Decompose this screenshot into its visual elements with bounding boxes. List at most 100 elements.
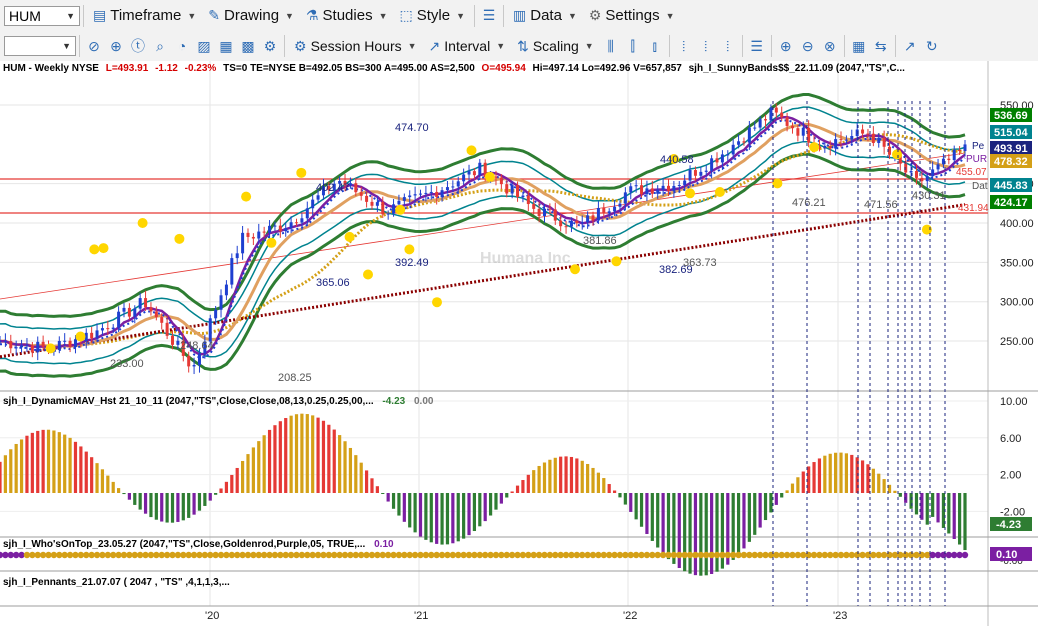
candle-chart-icon[interactable]: ⫿ [630,37,635,54]
whos-dot [519,551,527,559]
osc-bar [203,493,207,506]
image-icon[interactable]: ▨ [197,37,211,54]
refresh-icon[interactable]: ↻ [925,37,938,54]
whos-dot [465,551,473,559]
bars-large-icon[interactable]: ⦙ [726,37,730,54]
osc-bar [564,456,568,493]
settings-menu[interactable]: ⚙ Settings ▼ [583,4,681,28]
study-combo[interactable]: ▼ [4,36,76,56]
osc-bar [133,493,137,505]
candle-body [122,307,126,312]
candle-body [90,332,94,339]
price-annotation: 365.06 [316,277,350,289]
zoom-icon[interactable]: ⌕ [156,37,164,54]
osc-bar [936,493,940,523]
osc-badge-text: -4.23 [996,519,1021,531]
candle-body [25,345,29,347]
hollow-candle-icon[interactable]: ⫾ [652,37,657,54]
candle-body [230,258,234,285]
osc-bar [634,493,638,520]
symbol-combo[interactable]: HUM ▼ [4,5,80,26]
interval-label: Interval [444,38,491,54]
osc-bar [284,418,288,493]
osc-bar [57,432,61,493]
whos-dot [616,551,624,559]
candle-body [219,295,223,310]
candle-body [764,119,768,121]
osc-bar [559,456,563,493]
text-icon[interactable]: ⓣ [131,38,145,54]
whos-dot [433,551,440,559]
whos-dot [525,551,532,559]
candle-body [14,347,18,349]
grid-icon[interactable]: ▩ [241,37,255,54]
timeframe-label: Timeframe [110,7,182,24]
whos-dot [455,551,462,559]
bar-chart-icon[interactable]: ⫼ [607,37,614,54]
osc-bar [278,421,282,493]
candle-body [607,211,611,214]
osc-bar [958,493,962,545]
whos-dot [196,551,203,559]
bars-medium-icon[interactable]: ⦙ [704,37,708,54]
candle-body [882,137,886,147]
scaling-menu[interactable]: ⇅ Scaling ▼ [511,34,600,58]
style-label: Style [416,7,451,24]
whos-dot [185,551,192,559]
session-hours-menu[interactable]: ⚙ Session Hours ▼ [288,34,423,58]
calendar-icon[interactable]: ▦ [852,37,866,54]
osc-bar [537,465,541,493]
whos-dot [363,551,370,559]
price-annotation: 392.49 [395,257,429,269]
panes-icon[interactable]: ☰ [750,37,763,54]
time-axis-tick: '22 [623,610,637,622]
zoom-in-icon[interactable]: ⊕ [779,37,792,54]
swing-dot [809,142,820,153]
osc-bar [418,493,423,537]
interval-menu[interactable]: ↗ Interval ▼ [423,34,512,58]
studies-menu[interactable]: ⚗ Studies ▼ [300,4,394,28]
chart-area[interactable]: Humana Inc 474.70 402.47 392.49 365.06 248.6… [0,61,1038,626]
osc-bar [435,493,439,544]
add-chart-icon[interactable]: ↗ [903,37,916,54]
candle-body [666,185,670,191]
chart-type-icon[interactable]: ▦ [219,37,233,54]
cursor-icon[interactable]: ⊘ [88,37,100,54]
zoom-out-icon[interactable]: ⊖ [801,37,814,54]
drawing-menu[interactable]: ✎ Drawing ▼ [202,4,300,28]
timeframe-menu[interactable]: ▤ Timeframe ▼ [87,4,202,28]
layout-icon[interactable]: ☰ [482,7,496,23]
data-menu[interactable]: ▥ Data ▼ [507,4,583,28]
price-badge [990,154,1032,168]
candle-body [855,129,859,137]
candle-body [235,253,239,259]
ma-purple [0,115,966,356]
candle-body [661,185,665,190]
osc-bar [860,460,865,493]
gauge-icon[interactable]: ◔ [177,38,187,54]
osc-bar [812,462,816,493]
whos-dot [23,551,31,559]
dynamic-value: -4.23 [382,396,405,407]
whos-dot [471,551,478,559]
bars-small-icon[interactable]: ⦙ [682,37,686,54]
zoom-fit-icon[interactable]: ⊗ [823,37,836,54]
whos-dot [422,551,430,559]
osc-bar [289,415,293,493]
style-menu[interactable]: ⬚ Style ▼ [394,4,472,28]
scroll-icon[interactable]: ⇆ [874,37,887,54]
candle-body [526,195,530,205]
toolbar-divider [79,35,80,57]
osc-bar [726,493,730,565]
osc-bar [451,493,455,544]
osc-bar [747,493,751,542]
config-icon[interactable]: ⚙ [263,37,277,54]
whos-dot [18,551,25,559]
whos-dot [293,551,300,559]
crosshair-icon[interactable]: ⊕ [110,37,122,54]
interval-icon: ↗ [428,37,441,54]
whos-dot [282,551,289,559]
whos-dot [77,551,85,559]
chevron-down-icon: ▼ [496,41,506,51]
swing-dot [685,188,695,199]
